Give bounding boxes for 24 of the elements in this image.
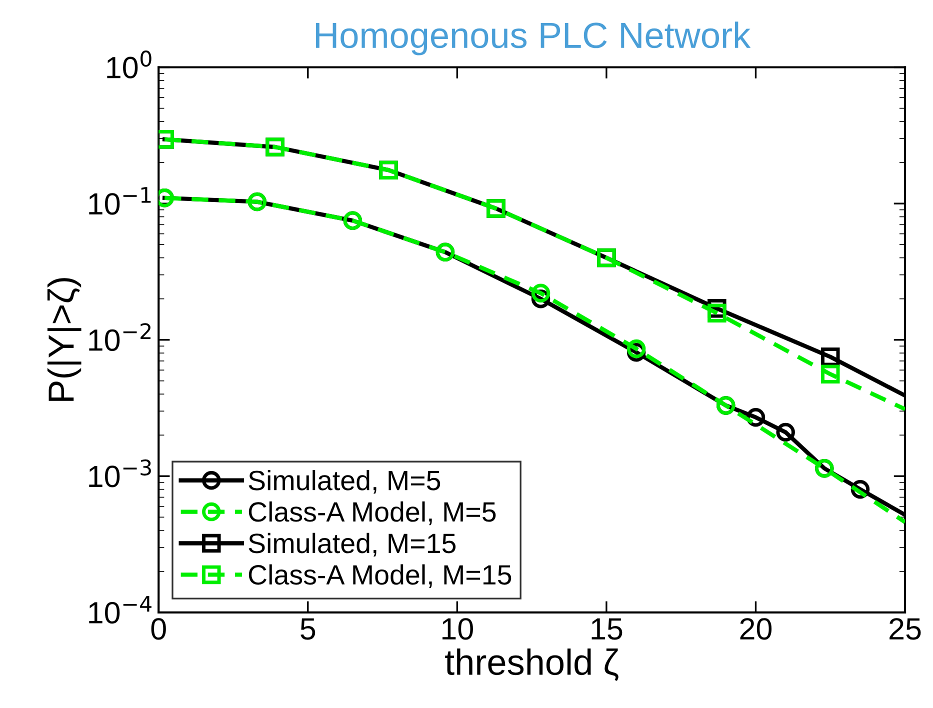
legend-label: Simulated, M=15 — [248, 532, 456, 557]
point — [820, 347, 840, 366]
x-tick-label: 25 — [890, 618, 921, 640]
x-tick-label: 10 — [442, 618, 473, 640]
point — [708, 304, 726, 323]
x-tick-label: 15 — [592, 618, 622, 640]
x-tick-label: 0 — [151, 618, 166, 640]
point — [531, 284, 550, 303]
x-tick-label: 5 — [300, 618, 316, 640]
y-tick-label: 10$^{0}$ — [107, 50, 152, 78]
legend-label: Class-A Model, M=5 — [248, 501, 496, 526]
legend-label: Simulated, M=5 — [248, 470, 440, 494]
legend-label: Class-A Model, M=15 — [248, 564, 512, 588]
y-tick-label: 10$^{−3}$ — [89, 459, 151, 488]
y-tick-label: 10$^{−4}$ — [89, 596, 152, 624]
x-tick-label: 20 — [740, 618, 772, 640]
point — [776, 422, 795, 442]
y-axis-title: P(|Y|>ζ) — [47, 278, 82, 401]
chart-title: Homogenous PLC Network — [316, 22, 751, 56]
point — [820, 364, 840, 384]
x-axis-title: threshold ζ — [445, 648, 618, 681]
point — [626, 339, 646, 358]
y-tick-label: 10$^{−2}$ — [89, 323, 150, 351]
y-tick-label: 10$^{−1}$ — [89, 187, 151, 215]
